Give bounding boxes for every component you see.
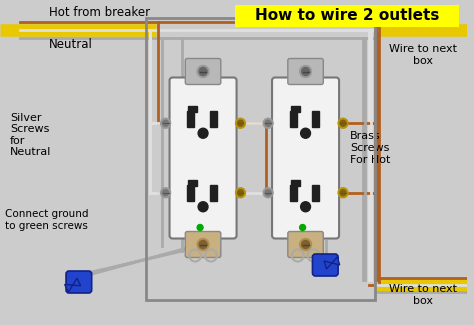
Circle shape: [263, 188, 273, 198]
Bar: [188, 180, 197, 186]
FancyBboxPatch shape: [185, 58, 221, 84]
Circle shape: [163, 190, 169, 196]
Circle shape: [338, 118, 348, 128]
Bar: [210, 185, 217, 201]
Circle shape: [300, 225, 306, 230]
Circle shape: [265, 190, 271, 196]
Circle shape: [301, 68, 310, 75]
Circle shape: [199, 240, 207, 249]
Circle shape: [301, 202, 310, 212]
FancyBboxPatch shape: [170, 77, 237, 239]
Text: Brass
Screws
For Hot: Brass Screws For Hot: [350, 131, 390, 164]
Circle shape: [198, 128, 208, 138]
FancyBboxPatch shape: [312, 254, 338, 276]
Text: How to wire 2 outlets: How to wire 2 outlets: [255, 8, 439, 23]
Circle shape: [300, 239, 311, 251]
Circle shape: [163, 120, 169, 126]
Text: Wire to next
box: Wire to next box: [389, 284, 457, 306]
Bar: [188, 106, 197, 112]
Circle shape: [301, 128, 310, 138]
Circle shape: [338, 188, 348, 198]
Circle shape: [265, 120, 271, 126]
Circle shape: [236, 118, 246, 128]
FancyBboxPatch shape: [185, 231, 221, 257]
Circle shape: [161, 188, 171, 198]
Circle shape: [236, 188, 246, 198]
Bar: [187, 111, 194, 127]
Circle shape: [199, 68, 207, 75]
Bar: [146, 18, 374, 300]
FancyBboxPatch shape: [288, 58, 323, 84]
Circle shape: [237, 190, 244, 196]
Circle shape: [197, 225, 203, 230]
Bar: [312, 185, 319, 201]
Bar: [235, 5, 459, 27]
Text: Silver
Screws
for
Neutral: Silver Screws for Neutral: [10, 112, 51, 157]
Bar: [290, 111, 297, 127]
Text: Wire to next
box: Wire to next box: [389, 44, 457, 66]
Circle shape: [263, 118, 273, 128]
Bar: [187, 185, 194, 201]
Text: Neutral: Neutral: [49, 38, 93, 51]
Circle shape: [197, 66, 209, 77]
Circle shape: [197, 239, 209, 251]
Text: Hot from breaker: Hot from breaker: [49, 6, 150, 20]
Bar: [291, 106, 300, 112]
Circle shape: [198, 202, 208, 212]
Circle shape: [237, 120, 244, 126]
Circle shape: [340, 120, 346, 126]
Circle shape: [300, 66, 311, 77]
Circle shape: [161, 118, 171, 128]
FancyBboxPatch shape: [272, 77, 339, 239]
Circle shape: [301, 240, 310, 249]
Bar: [290, 185, 297, 201]
Polygon shape: [324, 257, 340, 269]
FancyBboxPatch shape: [66, 271, 91, 293]
FancyBboxPatch shape: [288, 231, 323, 257]
Bar: [312, 111, 319, 127]
Bar: [210, 111, 217, 127]
Polygon shape: [64, 278, 81, 292]
Text: Connect ground
to green screws: Connect ground to green screws: [5, 209, 89, 231]
Bar: [291, 180, 300, 186]
Circle shape: [340, 190, 346, 196]
